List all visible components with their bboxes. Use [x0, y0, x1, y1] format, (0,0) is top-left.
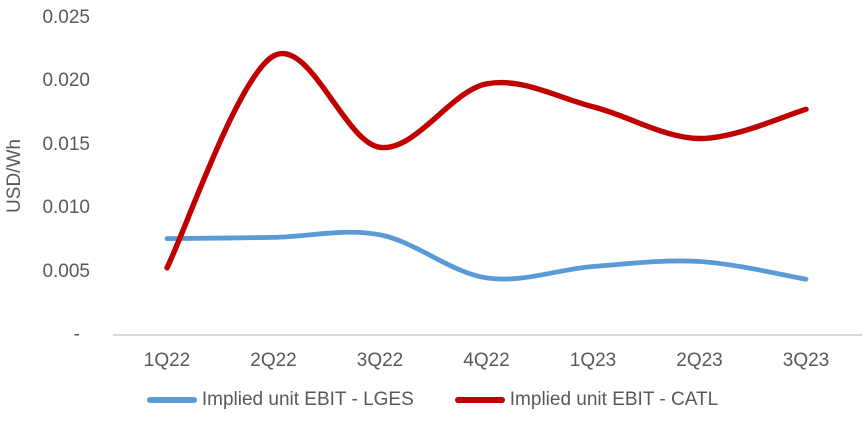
- x-tick-label-1q22: 1Q22: [143, 350, 191, 371]
- series-line-catl: [164, 50, 809, 271]
- x-axis-line: [113, 334, 862, 336]
- legend-item-catl: Implied unit EBIT - CATL: [454, 389, 719, 411]
- legend-label-catl: Implied unit EBIT - CATL: [509, 389, 719, 410]
- y-axis-tick-labels: - 0.005 0.010 0.015 0.020 0.025: [0, 0, 90, 360]
- y-tick-label: 0.025: [42, 7, 90, 28]
- legend-swatch-catl: [454, 397, 505, 403]
- legend-label-lges: Implied unit EBIT - LGES: [201, 389, 414, 410]
- legend-item-lges: Implied unit EBIT - LGES: [146, 389, 414, 411]
- x-tick-label-2q23: 2Q23: [676, 350, 723, 371]
- x-tick-label-3q22: 3Q22: [356, 350, 404, 371]
- y-tick-label: 0.005: [42, 260, 90, 282]
- legend-swatch-lges: [146, 397, 197, 403]
- y-tick-label: 0.015: [42, 133, 90, 155]
- y-tick-label: -: [73, 324, 80, 345]
- legend: Implied unit EBIT - LGES Implied unit EBI…: [0, 387, 865, 413]
- y-tick-label: 0.010: [42, 197, 90, 219]
- x-tick-label-2q22: 2Q22: [250, 350, 297, 371]
- x-tick-label-4q22: 4Q22: [463, 350, 510, 371]
- x-tick-label-3q23: 3Q23: [782, 350, 830, 371]
- y-tick-label: 0.020: [42, 70, 90, 92]
- x-tick-label-1q23: 1Q23: [569, 350, 617, 371]
- series-line-lges: [164, 229, 809, 282]
